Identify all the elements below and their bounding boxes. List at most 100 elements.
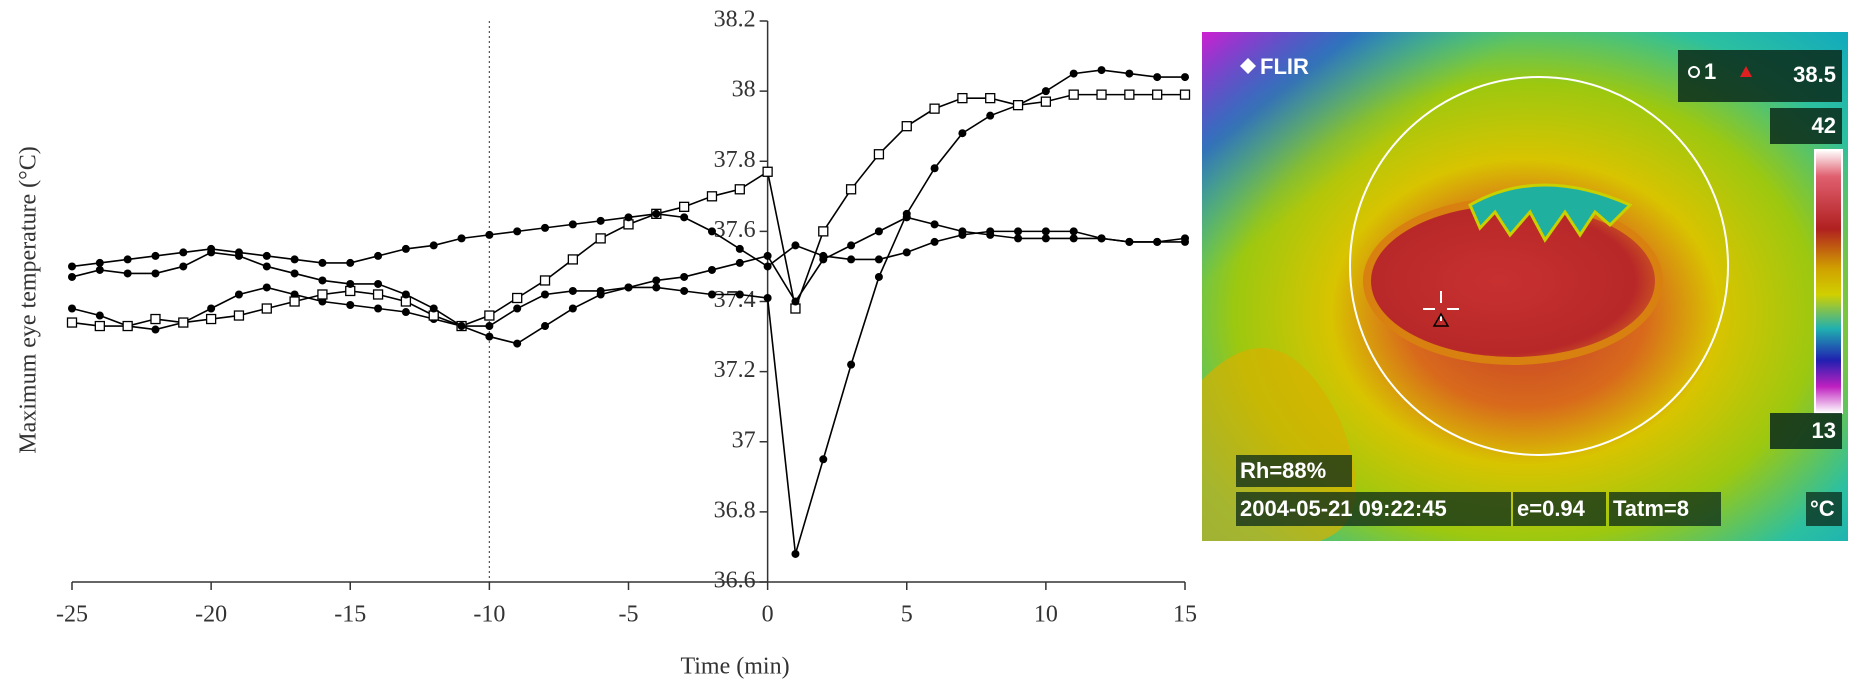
marker: [207, 304, 216, 313]
marker: [847, 255, 856, 264]
marker: [847, 241, 856, 250]
marker: [986, 111, 995, 120]
marker: [1153, 73, 1162, 82]
marker: [985, 92, 996, 104]
flir-logo: FLIR: [1260, 54, 1309, 79]
marker: [178, 317, 189, 328]
marker: [123, 255, 132, 264]
scale-max-box: [1770, 108, 1842, 144]
marker: [1097, 234, 1106, 243]
marker: [679, 201, 690, 212]
marker: [791, 241, 800, 250]
marker: [680, 286, 689, 295]
y-tick-label: 37: [732, 427, 756, 453]
eye-cool-region: [1468, 183, 1633, 243]
marker: [624, 213, 633, 222]
marker: [652, 209, 661, 218]
marker: [1152, 89, 1163, 100]
marker: [513, 227, 522, 236]
marker: [68, 272, 76, 281]
marker: [541, 223, 550, 232]
humidity-box: [1236, 455, 1352, 487]
thermal-image: FLIR 1 38.5 42 13 Rh=88% 2004-05-21 09:2…: [1202, 32, 1848, 541]
marker: [680, 213, 689, 222]
marker: [707, 227, 716, 236]
marker: [68, 262, 76, 271]
y-tick-label: 36.8: [714, 497, 756, 523]
y-tick-label: 37.2: [714, 357, 756, 383]
marker: [513, 339, 522, 348]
marker: [262, 283, 271, 292]
marker: [791, 297, 800, 306]
marker: [1069, 234, 1078, 243]
marker: [762, 166, 773, 177]
marker: [874, 272, 883, 281]
x-tick-label: -10: [473, 602, 505, 628]
marker: [205, 313, 217, 325]
marker: [401, 244, 410, 253]
marker: [485, 332, 494, 341]
marker: [429, 304, 438, 313]
y-axis-title: Maximum eye temperature (°C): [16, 146, 42, 454]
marker: [513, 304, 522, 313]
measure-circle: [1349, 76, 1729, 456]
marker: [652, 283, 661, 292]
marker: [707, 265, 716, 274]
marker: [512, 292, 523, 304]
marker: [568, 304, 577, 313]
color-scale: [1814, 149, 1843, 414]
marker: [485, 322, 494, 331]
x-tick-label: 15: [1173, 602, 1197, 628]
marker: [763, 251, 772, 260]
marker: [429, 241, 438, 250]
marker: [1041, 234, 1050, 243]
marker: [1097, 66, 1106, 75]
marker: [567, 254, 578, 265]
marker: [958, 227, 967, 236]
marker: [1014, 234, 1023, 243]
x-tick-label: -15: [334, 602, 366, 628]
x-axis-title: Time (min): [680, 654, 789, 680]
marker: [735, 290, 744, 299]
emissivity: e=0.94: [1517, 496, 1586, 521]
marker: [123, 269, 132, 278]
marker: [95, 258, 104, 267]
marker: [873, 149, 885, 160]
tatm-box: [1609, 492, 1721, 526]
marker: [261, 303, 272, 314]
marker: [707, 290, 716, 299]
unit: °C: [1810, 496, 1835, 521]
marker: [874, 227, 883, 236]
marker: [595, 233, 606, 244]
marker: [930, 237, 939, 246]
spot-box: [1678, 50, 1842, 102]
marker: [346, 301, 355, 310]
marker: [706, 191, 718, 202]
scale-min-box: [1770, 413, 1842, 449]
x-tick-label: -20: [195, 602, 227, 628]
marker: [930, 220, 939, 229]
marker: [791, 549, 800, 558]
marker: [902, 213, 911, 222]
marker: [150, 313, 161, 325]
marker: [234, 290, 243, 299]
marker: [401, 308, 410, 317]
marker: [1181, 73, 1189, 82]
marker: [346, 279, 355, 288]
y-tick-label: 36.6: [714, 568, 756, 594]
marker: [568, 286, 577, 295]
max-icon: [1740, 66, 1752, 77]
marker: [207, 248, 216, 257]
marker: [1012, 100, 1024, 111]
tatm: Tatm=8: [1613, 496, 1689, 521]
marker: [1068, 89, 1079, 100]
crosshair: [1423, 291, 1459, 321]
marker: [179, 262, 188, 271]
x-tick-label: -5: [619, 602, 639, 628]
marker: [1041, 87, 1050, 96]
marker: [957, 92, 968, 104]
y-tick-label: 37.8: [714, 147, 756, 173]
marker: [262, 251, 271, 260]
marker: [374, 279, 383, 288]
